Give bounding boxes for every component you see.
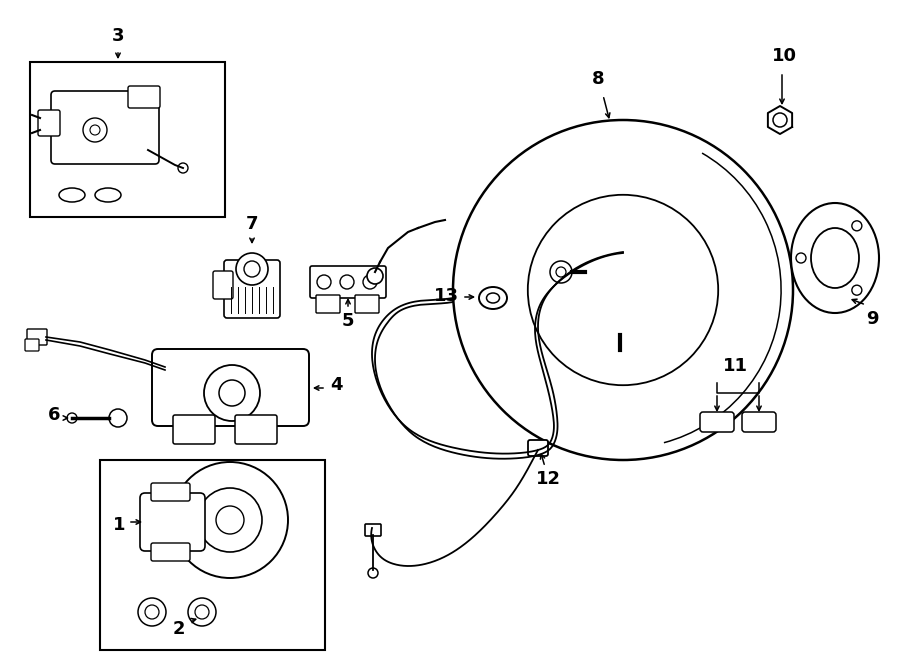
- Circle shape: [244, 261, 260, 277]
- Circle shape: [368, 568, 378, 578]
- Circle shape: [204, 365, 260, 421]
- FancyBboxPatch shape: [128, 86, 160, 108]
- Circle shape: [556, 267, 566, 277]
- Ellipse shape: [59, 188, 85, 202]
- Text: 11: 11: [723, 357, 748, 375]
- FancyBboxPatch shape: [310, 266, 386, 298]
- Circle shape: [109, 409, 127, 427]
- Circle shape: [195, 605, 209, 619]
- Circle shape: [216, 506, 244, 534]
- Ellipse shape: [479, 287, 507, 309]
- Text: 10: 10: [771, 47, 796, 65]
- Text: 5: 5: [342, 312, 355, 330]
- Circle shape: [363, 275, 377, 289]
- FancyBboxPatch shape: [25, 339, 39, 351]
- Circle shape: [773, 113, 787, 127]
- Circle shape: [852, 285, 862, 295]
- Circle shape: [83, 118, 107, 142]
- Circle shape: [188, 598, 216, 626]
- Circle shape: [67, 413, 77, 423]
- FancyBboxPatch shape: [316, 295, 340, 313]
- FancyBboxPatch shape: [151, 483, 190, 501]
- FancyBboxPatch shape: [742, 412, 776, 432]
- Circle shape: [219, 380, 245, 406]
- FancyBboxPatch shape: [27, 329, 47, 345]
- Circle shape: [550, 261, 572, 283]
- Circle shape: [340, 275, 354, 289]
- FancyBboxPatch shape: [528, 440, 548, 456]
- FancyBboxPatch shape: [173, 415, 215, 444]
- FancyBboxPatch shape: [700, 412, 734, 432]
- Text: 7: 7: [246, 215, 258, 233]
- FancyBboxPatch shape: [355, 295, 379, 313]
- FancyBboxPatch shape: [38, 110, 60, 136]
- Text: 1: 1: [112, 516, 125, 534]
- Ellipse shape: [527, 195, 718, 385]
- Circle shape: [236, 253, 268, 285]
- FancyBboxPatch shape: [213, 271, 233, 299]
- Text: 13: 13: [434, 287, 459, 305]
- Text: 8: 8: [591, 70, 604, 88]
- Circle shape: [145, 605, 159, 619]
- Circle shape: [138, 598, 166, 626]
- Text: 3: 3: [112, 27, 124, 45]
- Text: 12: 12: [536, 470, 561, 488]
- Ellipse shape: [453, 120, 793, 460]
- FancyBboxPatch shape: [140, 493, 205, 551]
- FancyBboxPatch shape: [151, 543, 190, 561]
- FancyBboxPatch shape: [51, 91, 159, 164]
- Ellipse shape: [487, 293, 500, 303]
- Circle shape: [90, 125, 100, 135]
- Text: 4: 4: [330, 376, 343, 394]
- FancyBboxPatch shape: [235, 415, 277, 444]
- Circle shape: [198, 488, 262, 552]
- Text: 6: 6: [48, 406, 60, 424]
- Text: 2: 2: [173, 620, 185, 638]
- Circle shape: [178, 163, 188, 173]
- Text: 9: 9: [866, 310, 878, 328]
- Ellipse shape: [791, 203, 879, 313]
- Circle shape: [367, 268, 383, 284]
- Circle shape: [852, 221, 862, 231]
- Bar: [100, 460, 325, 650]
- Circle shape: [172, 462, 288, 578]
- FancyBboxPatch shape: [152, 349, 309, 426]
- Circle shape: [317, 275, 331, 289]
- Circle shape: [796, 253, 806, 263]
- Bar: [30, 62, 225, 217]
- FancyBboxPatch shape: [365, 524, 381, 536]
- Ellipse shape: [811, 228, 859, 288]
- FancyBboxPatch shape: [224, 260, 280, 318]
- Ellipse shape: [95, 188, 121, 202]
